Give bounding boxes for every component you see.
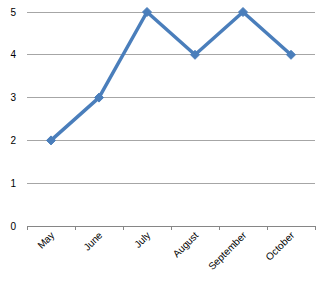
data-marker (47, 136, 56, 145)
grid-line (27, 183, 315, 184)
data-marker (95, 93, 104, 102)
chart: 0 1 2 3 4 5 May June July AugustSeptember October (0, 0, 325, 297)
data-line (51, 12, 291, 140)
x-tick-label: September (206, 229, 249, 272)
x-tick-label: August (171, 229, 201, 259)
x-tick-label: June (81, 229, 104, 252)
y-tick-label: 4 (10, 49, 16, 60)
x-tick (315, 226, 316, 230)
y-tick-label: 3 (10, 92, 16, 103)
y-tick-label: 1 (10, 178, 16, 189)
x-tick (123, 226, 124, 230)
x-tick (219, 226, 220, 230)
grid-line (27, 140, 315, 141)
y-tick-label: 5 (10, 7, 16, 18)
data-marker (239, 8, 248, 17)
data-marker (143, 8, 152, 17)
grid-line (27, 12, 315, 13)
x-tick (267, 226, 268, 230)
y-tick-label: 2 (10, 135, 16, 146)
y-tick-label: 0 (10, 221, 16, 232)
data-marker (287, 50, 296, 59)
grid-line (27, 54, 315, 55)
x-tick-label: July (132, 230, 152, 250)
grid-line (27, 97, 315, 98)
x-tick-label: October (263, 229, 296, 262)
data-marker (191, 50, 200, 59)
x-tick-label: May (35, 230, 56, 251)
chart-container: 0 1 2 3 4 5 May June July AugustSeptember October (0, 0, 325, 297)
x-tick (171, 226, 172, 230)
plot-area (47, 8, 296, 145)
x-tick (75, 226, 76, 230)
x-tick (27, 226, 28, 230)
